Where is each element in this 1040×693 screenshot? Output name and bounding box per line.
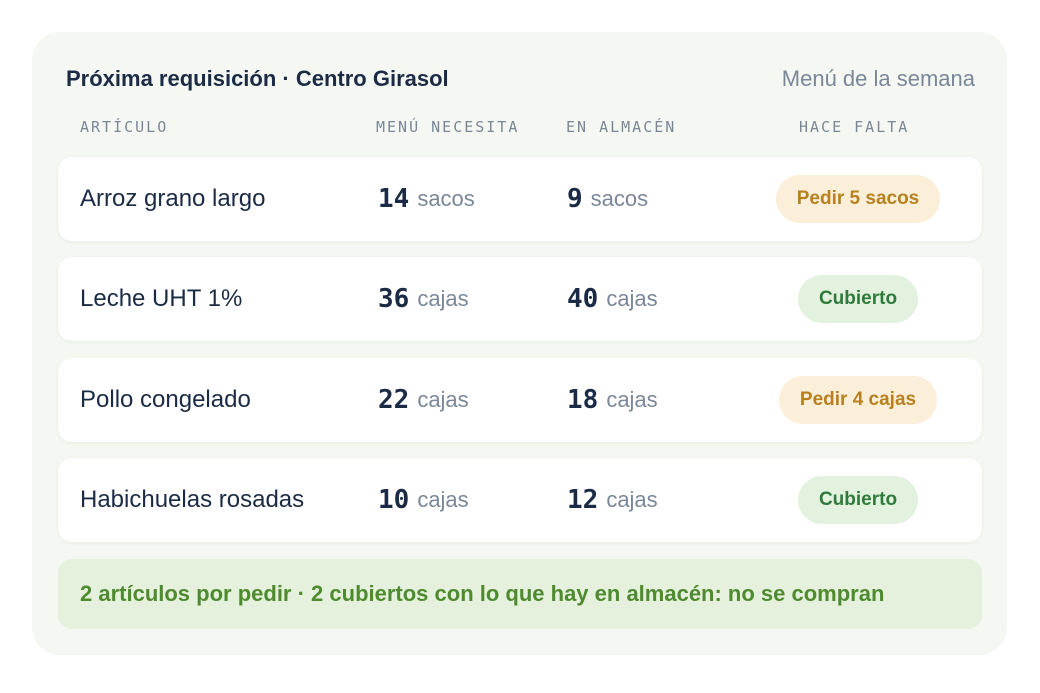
needed-number: 10 — [378, 485, 410, 515]
stock-unit: cajas — [606, 286, 658, 311]
needed-quantity: 14 sacos — [378, 157, 475, 241]
card-header: Próxima requisición · Centro Girasol Men… — [66, 64, 975, 94]
column-header-item: ARTÍCULO — [80, 118, 169, 136]
column-header-needed: MENÚ NECESITA — [376, 118, 520, 136]
stock-unit: cajas — [606, 487, 658, 512]
status-cell: Pedir 5 sacos — [758, 157, 958, 241]
stock-number: 9 — [567, 184, 583, 214]
item-name: Pollo congelado — [80, 386, 251, 413]
needed-number: 36 — [378, 284, 410, 314]
needed-quantity: 36 cajas — [378, 257, 469, 341]
status-badge: Cubierto — [797, 275, 919, 323]
needed-unit: cajas — [417, 487, 469, 512]
stock-quantity: 18 cajas — [567, 358, 658, 442]
status-badge: Cubierto — [797, 476, 919, 524]
item-name: Leche UHT 1% — [80, 285, 243, 312]
item-name: Arroz grano largo — [80, 185, 266, 212]
stock-unit: cajas — [606, 387, 658, 412]
needed-quantity: 10 cajas — [378, 458, 469, 542]
item-name: Habichuelas rosadas — [80, 486, 305, 513]
stock-quantity: 40 cajas — [567, 257, 658, 341]
stock-number: 40 — [567, 284, 599, 314]
summary-text: 2 artículos por pedir · 2 cubiertos con … — [80, 581, 885, 606]
needed-quantity: 22 cajas — [378, 358, 469, 442]
status-cell: Cubierto — [758, 257, 958, 341]
stock-quantity: 12 cajas — [567, 458, 658, 542]
status-cell: Pedir 4 cajas — [758, 358, 958, 442]
stock-number: 18 — [567, 385, 599, 415]
table-row: Pollo congelado 22 cajas 18 cajas Pedir … — [58, 358, 982, 442]
summary-banner: 2 artículos por pedir · 2 cubiertos con … — [58, 559, 982, 629]
needed-unit: cajas — [417, 286, 469, 311]
requisition-title: Próxima requisición · Centro Girasol — [66, 66, 449, 91]
table-row: Arroz grano largo 14 sacos 9 sacos Pedir… — [58, 157, 982, 241]
status-badge: Pedir 4 cajas — [778, 376, 938, 424]
requisition-card: Próxima requisición · Centro Girasol Men… — [32, 32, 1007, 655]
status-badge: Pedir 5 sacos — [775, 175, 941, 223]
needed-unit: cajas — [417, 387, 469, 412]
menu-week-label: Menú de la semana — [781, 66, 975, 91]
needed-number: 22 — [378, 385, 410, 415]
needed-number: 14 — [378, 184, 410, 214]
stock-number: 12 — [567, 485, 599, 515]
stock-quantity: 9 sacos — [567, 157, 648, 241]
column-header-missing: HACE FALTA — [799, 118, 910, 136]
status-cell: Cubierto — [758, 458, 958, 542]
table-row: Leche UHT 1% 36 cajas 40 cajas Cubierto — [58, 257, 982, 341]
table-row: Habichuelas rosadas 10 cajas 12 cajas Cu… — [58, 458, 982, 542]
column-header-in-stock: EN ALMACÉN — [566, 118, 677, 136]
needed-unit: sacos — [417, 186, 475, 211]
stock-unit: sacos — [590, 186, 649, 211]
